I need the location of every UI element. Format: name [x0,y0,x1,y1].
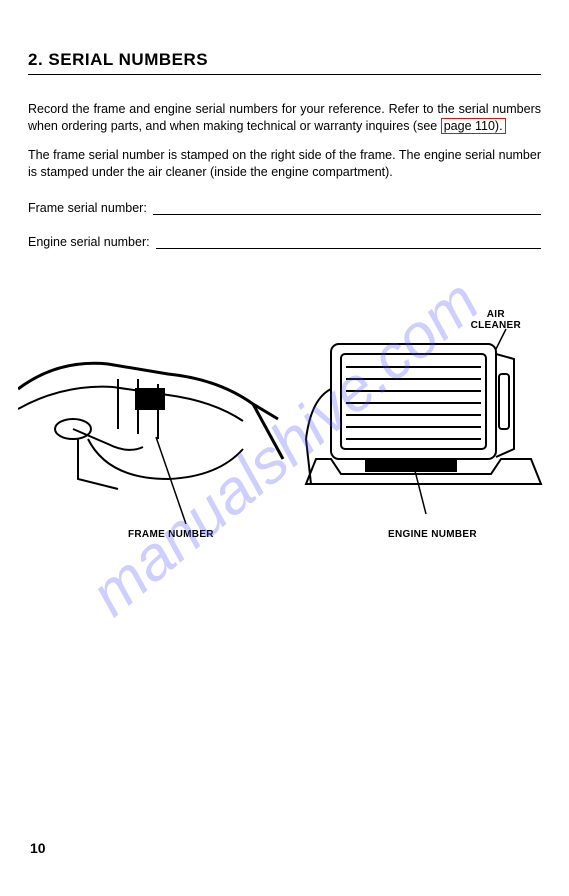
frame-number-caption: FRAME NUMBER [128,529,214,540]
page-number: 10 [30,840,46,856]
figure-area: AIR CLEANER [28,309,541,569]
engine-serial-label: Engine serial number: [28,235,150,249]
engine-serial-line [156,236,541,250]
heading-rule [28,74,541,75]
paragraph-1: Record the frame and engine serial numbe… [28,101,541,135]
manual-page: 2. SERIAL NUMBERS Record the frame and e… [0,0,569,896]
page-link[interactable]: page 110). [441,118,506,134]
section-heading: 2. SERIAL NUMBERS [28,50,541,70]
frame-number-figure [18,329,288,529]
engine-number-caption: ENGINE NUMBER [388,529,477,540]
frame-serial-line [153,202,541,216]
paragraph-2: The frame serial number is stamped on th… [28,147,541,181]
engine-serial-row: Engine serial number: [28,235,541,249]
frame-serial-row: Frame serial number: [28,201,541,215]
engine-number-figure [296,309,546,519]
frame-serial-label: Frame serial number: [28,201,147,215]
